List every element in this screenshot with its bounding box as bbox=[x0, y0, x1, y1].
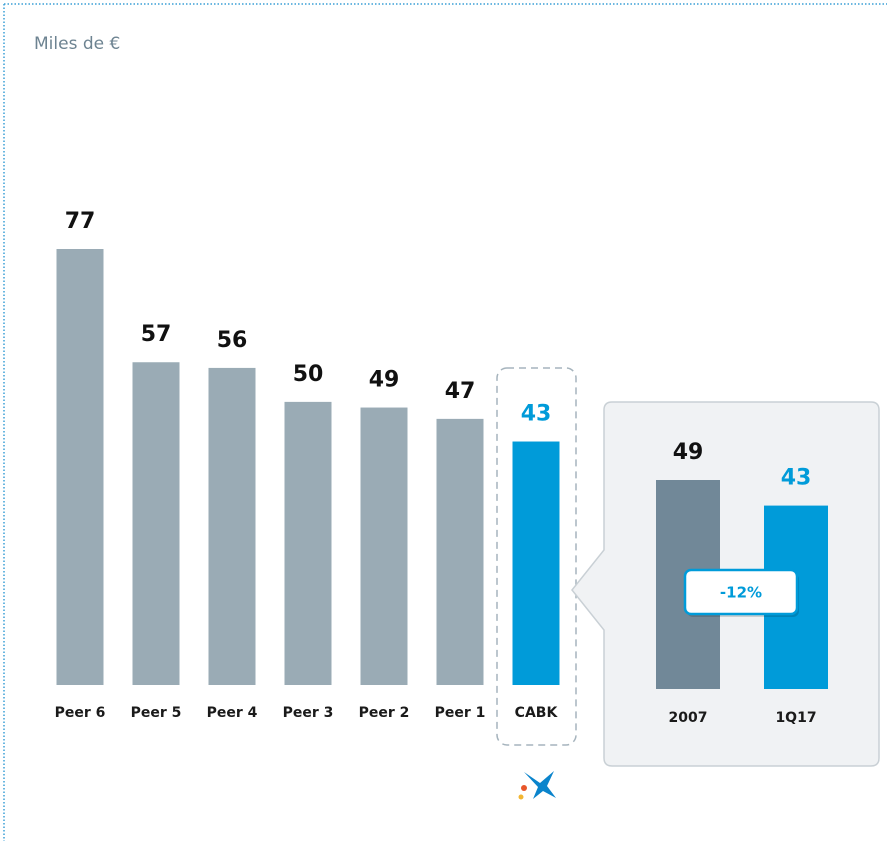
bar bbox=[512, 441, 560, 685]
bar bbox=[360, 407, 408, 685]
bar bbox=[208, 367, 256, 685]
category-label: Peer 6 bbox=[55, 705, 106, 721]
value-label: 49 bbox=[369, 368, 400, 393]
category-label: Peer 3 bbox=[283, 705, 334, 721]
highlight-box bbox=[496, 367, 577, 746]
category-label: 1Q17 bbox=[775, 710, 816, 726]
category-label: Peer 5 bbox=[131, 705, 182, 721]
value-label: 49 bbox=[673, 440, 704, 465]
value-label: 43 bbox=[781, 466, 812, 491]
category-label: CABK bbox=[515, 705, 559, 721]
bar bbox=[436, 418, 484, 685]
annotation: -12% bbox=[720, 584, 762, 602]
category-label: Peer 4 bbox=[207, 705, 258, 721]
category-label: Peer 1 bbox=[435, 705, 486, 721]
bar bbox=[284, 401, 332, 685]
value-label: 56 bbox=[217, 328, 248, 353]
subtitle: Miles de € bbox=[34, 34, 120, 54]
bar bbox=[132, 362, 180, 685]
value-label: 57 bbox=[141, 322, 172, 347]
value-label: 77 bbox=[65, 209, 96, 234]
value-label: 43 bbox=[521, 402, 552, 427]
value-label: 47 bbox=[445, 379, 476, 404]
annotation-box bbox=[683, 568, 799, 616]
value-label: 50 bbox=[293, 362, 324, 387]
category-label: 2007 bbox=[669, 710, 708, 726]
logo bbox=[518, 771, 556, 800]
category-label: Peer 2 bbox=[359, 705, 410, 721]
bar bbox=[56, 249, 104, 685]
